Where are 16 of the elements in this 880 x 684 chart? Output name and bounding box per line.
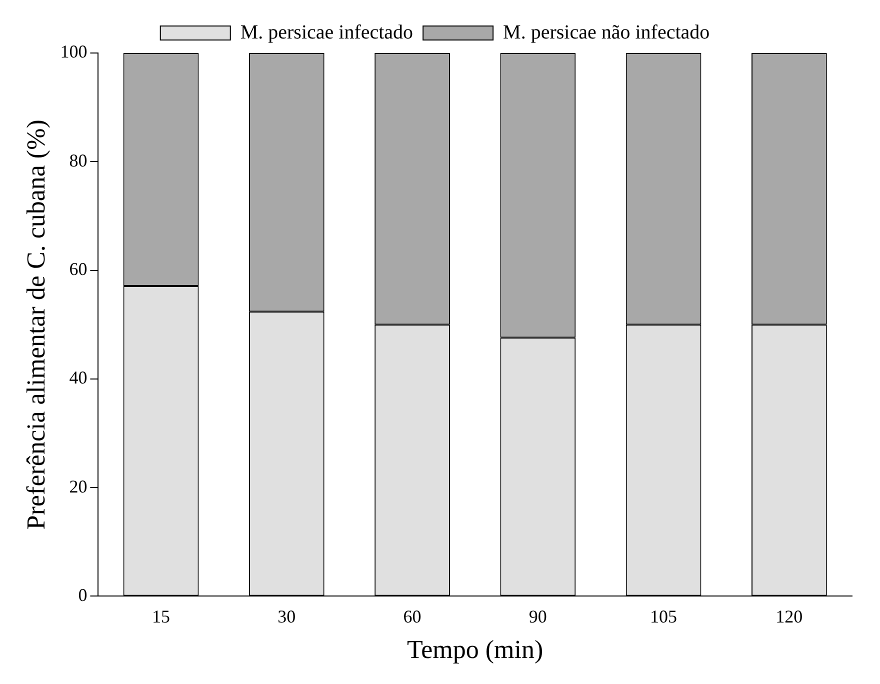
y-tick-label: 20 — [69, 476, 88, 496]
y-tick-label: 80 — [69, 150, 88, 170]
y-tick-label: 0 — [78, 584, 88, 605]
x-tick-label: 60 — [403, 606, 422, 627]
y-tick-label: 100 — [60, 42, 88, 62]
x-axis-title: Tempo (min) — [407, 635, 544, 664]
x-tick-label: 90 — [528, 606, 547, 627]
x-tick-label: 15 — [152, 606, 170, 627]
legend-label: M. persicae não infectado — [503, 21, 710, 44]
x-tick-label: 105 — [650, 606, 678, 627]
legend-label: M. persicae infectado — [240, 21, 414, 44]
y-axis-title: Preferência alimentar de C. cubana (%) — [21, 120, 50, 530]
x-tick-label: 120 — [776, 606, 803, 627]
y-tick-label: 60 — [69, 259, 88, 280]
y-tick-label: 40 — [69, 368, 88, 388]
x-tick-label: 30 — [278, 606, 296, 627]
